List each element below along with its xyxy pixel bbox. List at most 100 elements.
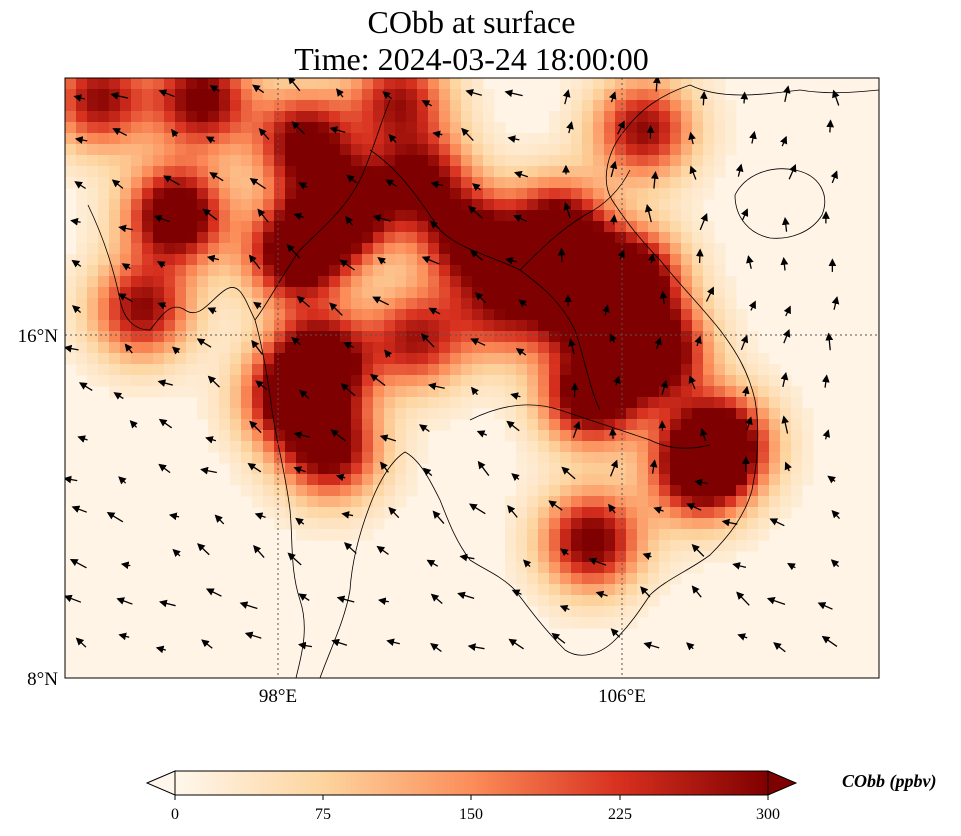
heat-cell (230, 309, 242, 321)
map-panel[interactable] (65, 77, 879, 678)
heat-cell (538, 485, 550, 497)
heat-cell (626, 364, 638, 376)
wind-arrow (430, 180, 444, 189)
heat-cell (197, 133, 209, 145)
heat-cell (76, 232, 88, 244)
heat-cell (252, 331, 264, 343)
heat-cell (285, 408, 297, 420)
wind-arrow (782, 329, 791, 344)
heat-cell (681, 100, 693, 112)
heat-cell (560, 551, 572, 563)
colorbar-extend-max (767, 770, 798, 796)
heat-cell (186, 210, 198, 222)
heat-cell (417, 243, 429, 255)
heat-cell (274, 254, 286, 266)
heat-cell (527, 507, 539, 519)
heat-cell (274, 397, 286, 409)
heat-cell (670, 474, 682, 486)
heat-cell (637, 342, 649, 354)
heat-cell (417, 419, 429, 431)
wind-arrow (298, 593, 310, 602)
heat-cell (120, 144, 132, 156)
heat-cell (384, 221, 396, 233)
heat-cell (164, 144, 176, 156)
heat-cell (637, 254, 649, 266)
heat-cell (681, 89, 693, 101)
heat-cell (505, 232, 517, 244)
wind-arrow (419, 424, 430, 433)
heat-cell (340, 100, 352, 112)
wind-arrow (507, 505, 518, 518)
wind-arrow (253, 545, 265, 559)
heat-cell (329, 441, 341, 453)
heat-cell (450, 166, 462, 178)
heat-cell (351, 78, 363, 90)
heat-cell (703, 496, 715, 508)
heat-cell (296, 276, 308, 288)
heat-cell (219, 309, 231, 321)
heat-cell (318, 507, 330, 519)
heat-cell (549, 276, 561, 288)
heat-cell (648, 441, 660, 453)
heat-cell (340, 111, 352, 123)
heat-cell (549, 232, 561, 244)
heat-cell (395, 375, 407, 387)
wind-arrow (700, 427, 708, 441)
heat-cell (725, 122, 737, 134)
heat-cell (131, 375, 143, 387)
heat-cell (197, 144, 209, 156)
heat-cell (505, 155, 517, 167)
heat-cell (571, 397, 583, 409)
heat-cell (670, 342, 682, 354)
heat-cell (208, 364, 220, 376)
wind-arrow (653, 506, 664, 514)
heat-cell (758, 375, 770, 387)
heat-cell (208, 287, 220, 299)
heat-cell (131, 155, 143, 167)
heat-cell (560, 507, 572, 519)
heat-cell (87, 375, 99, 387)
heat-cell (670, 518, 682, 530)
heat-cell (703, 221, 715, 233)
heat-cell (692, 166, 704, 178)
heat-cell (582, 408, 594, 420)
heat-cell (626, 287, 638, 299)
heat-cell (494, 199, 506, 211)
heat-cell (230, 298, 242, 310)
heat-cell (681, 133, 693, 145)
heat-cell (450, 122, 462, 134)
heat-cell (263, 298, 275, 310)
heat-cell (692, 276, 704, 288)
heat-cell (340, 529, 352, 541)
heat-cell (307, 133, 319, 145)
heat-cell (307, 342, 319, 354)
heat-cell (241, 243, 253, 255)
wind-arrow (202, 208, 218, 221)
heat-cell (681, 144, 693, 156)
heat-cell (615, 518, 627, 530)
heat-cell (175, 166, 187, 178)
heat-cell (417, 309, 429, 321)
heat-cell (703, 529, 715, 541)
heat-cell (670, 452, 682, 464)
heat-cell (571, 452, 583, 464)
heat-cell (373, 144, 385, 156)
heat-cell (461, 243, 473, 255)
heat-cell (505, 298, 517, 310)
heat-cell (175, 144, 187, 156)
heat-cell (505, 540, 517, 552)
heat-cell (593, 496, 605, 508)
heat-cell (582, 342, 594, 354)
heat-cell (395, 144, 407, 156)
heat-cell (274, 122, 286, 134)
heat-cell (681, 463, 693, 475)
heat-cell (681, 210, 693, 222)
heat-cell (362, 507, 374, 519)
heat-cell (791, 386, 803, 398)
wind-arrow (427, 382, 445, 391)
heat-cell (87, 144, 99, 156)
heat-cell (670, 232, 682, 244)
wind-arrow (379, 434, 397, 442)
wind-arrow (787, 562, 796, 571)
heat-cell (659, 342, 671, 354)
